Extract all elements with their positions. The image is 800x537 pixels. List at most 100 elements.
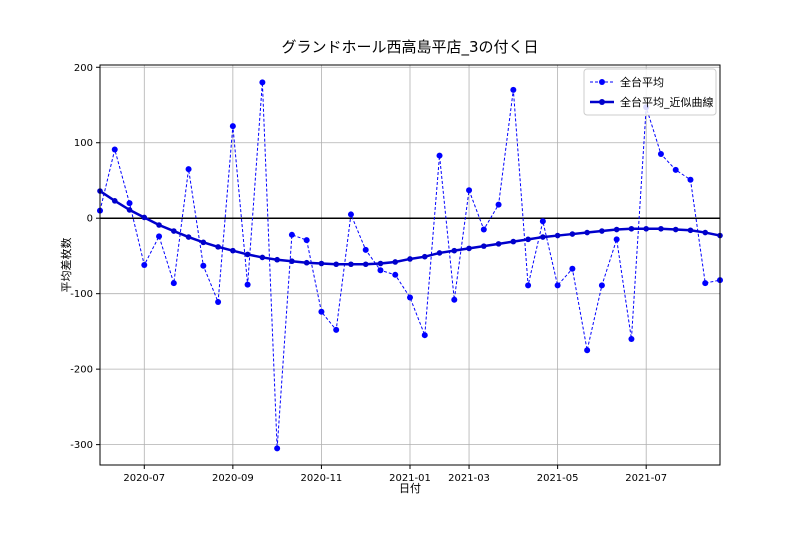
data-point — [303, 237, 310, 244]
data-point — [466, 187, 473, 194]
data-point — [229, 123, 236, 130]
data-point — [451, 247, 458, 254]
data-point — [141, 214, 148, 221]
data-point — [200, 239, 207, 246]
data-point — [392, 271, 399, 278]
y-tick-label: 100 — [74, 138, 93, 149]
data-point — [126, 207, 133, 213]
x-tick-label: 2020-07 — [123, 473, 165, 484]
data-point — [628, 225, 635, 232]
data-point — [111, 198, 118, 204]
data-point — [702, 229, 709, 236]
x-tick-label: 2020-09 — [212, 473, 254, 484]
data-point — [451, 296, 458, 303]
data-point — [185, 166, 192, 173]
data-point — [171, 228, 177, 234]
y-tick-label: 200 — [74, 63, 93, 74]
data-point — [333, 261, 339, 268]
y-tick-label: -300 — [70, 440, 93, 451]
legend-label: 全台平均 — [620, 75, 664, 89]
y-tick-label: 0 — [87, 214, 93, 225]
data-point — [318, 308, 325, 315]
data-point — [362, 261, 369, 268]
x-tick-label: 2020-11 — [301, 473, 343, 484]
data-point — [687, 176, 694, 183]
data-point — [495, 241, 502, 247]
data-point — [628, 335, 635, 342]
x-tick-label: 2021-07 — [625, 473, 667, 484]
y-axis-label: 平均差枚数 — [59, 238, 73, 293]
data-point — [599, 228, 605, 234]
data-point — [569, 265, 576, 272]
data-point — [672, 166, 679, 173]
data-point — [613, 236, 620, 243]
data-point — [170, 280, 177, 287]
data-point — [377, 260, 384, 267]
data-point — [436, 250, 443, 256]
data-point — [156, 233, 163, 240]
data-point — [274, 445, 281, 452]
data-point — [377, 267, 384, 274]
x-tick-label: 2021-05 — [537, 473, 579, 484]
data-point — [480, 226, 487, 233]
data-point — [362, 246, 369, 253]
data-point — [407, 294, 413, 301]
data-point — [466, 245, 472, 252]
data-point — [289, 258, 295, 265]
data-point — [288, 231, 295, 238]
data-point — [481, 243, 487, 249]
data-point — [495, 201, 502, 208]
data-point — [584, 347, 591, 354]
data-point — [200, 262, 207, 269]
data-point — [421, 332, 428, 339]
data-point — [259, 254, 266, 261]
data-point — [643, 225, 649, 232]
y-tick-label: -100 — [70, 289, 93, 300]
legend-box — [583, 68, 717, 116]
data-point — [215, 244, 221, 250]
data-point — [510, 86, 517, 93]
data-point — [215, 298, 222, 305]
data-point — [347, 211, 354, 218]
data-point — [407, 256, 413, 262]
data-point — [274, 256, 280, 263]
data-point — [672, 226, 679, 233]
data-point — [436, 152, 443, 159]
data-point — [540, 234, 546, 240]
data-point — [598, 282, 605, 289]
data-point — [259, 79, 266, 86]
y-tick-label: -200 — [70, 365, 93, 376]
data-point — [539, 218, 546, 225]
data-point — [333, 326, 340, 333]
data-point — [687, 227, 694, 234]
data-point — [348, 261, 354, 268]
data-point — [126, 200, 133, 207]
data-point — [318, 260, 325, 267]
data-point — [657, 151, 664, 158]
data-point — [613, 226, 620, 233]
data-point — [392, 259, 399, 265]
data-point — [230, 247, 236, 254]
legend-label: 全台平均_近似曲線 — [620, 95, 714, 109]
data-point — [111, 146, 118, 153]
data-point — [244, 281, 251, 288]
data-point — [658, 225, 664, 232]
data-point — [421, 253, 428, 260]
data-point — [554, 232, 561, 239]
x-tick-label: 2021-01 — [389, 473, 431, 484]
data-point — [303, 259, 310, 266]
chart-title: グランドホール西高島平店_3の付く日 — [281, 38, 538, 57]
legend-marker — [599, 79, 605, 85]
x-tick-label: 2021-03 — [448, 473, 490, 484]
data-point — [554, 282, 561, 289]
data-point — [525, 236, 531, 243]
data-point — [510, 238, 517, 245]
data-point — [569, 231, 576, 237]
legend-marker — [599, 99, 605, 105]
data-point — [244, 251, 251, 258]
plot-frame — [99, 64, 721, 466]
data-point — [702, 280, 709, 287]
data-point — [156, 222, 162, 228]
data-point — [185, 234, 192, 240]
